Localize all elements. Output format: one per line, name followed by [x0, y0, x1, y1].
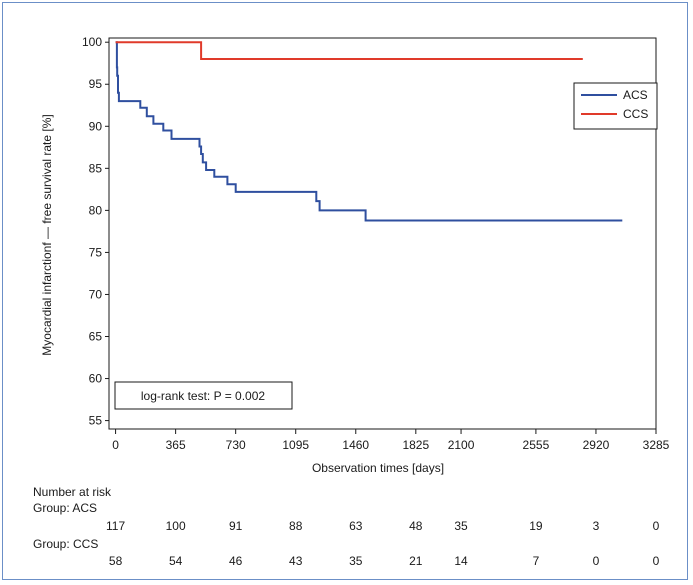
risk-value: 91 — [228, 519, 243, 533]
y-tick-label: 55 — [89, 414, 103, 428]
risk-value: 0 — [652, 554, 660, 568]
risk-value: 35 — [349, 554, 363, 568]
figure-frame: 55 60 65 70 75 80 85 90 95 100 0 365 730 1095 1460 182… — [2, 2, 688, 580]
risk-value: 88 — [289, 519, 303, 533]
x-tick-label: 730 — [226, 438, 246, 452]
plot-area — [108, 37, 657, 430]
risk-group-label-ccs: Group: CCS — [33, 537, 99, 551]
risk-value: 54 — [168, 554, 183, 568]
risk-value: 7 — [532, 554, 540, 568]
risk-value: 63 — [349, 519, 363, 533]
annotation-box: log-rank test: P = 0.002 — [114, 381, 293, 410]
legend-label-acs: ACS — [623, 88, 648, 102]
y-tick-label: 85 — [89, 161, 103, 175]
risk-value: 100 — [165, 519, 186, 533]
risk-value: 14 — [454, 554, 468, 568]
risk-value: 48 — [409, 519, 423, 533]
risk-value: 19 — [529, 519, 543, 533]
y-tick-label: 100 — [82, 35, 102, 49]
x-tick-label: 1095 — [282, 438, 309, 452]
risk-value: 58 — [108, 554, 123, 568]
x-tick-label: 0 — [112, 438, 119, 452]
risk-value: 0 — [652, 519, 660, 533]
y-tick-label: 80 — [89, 203, 103, 217]
annotation-text: log-rank test: P = 0.002 — [141, 389, 266, 403]
risk-value: 35 — [454, 519, 468, 533]
risk-value: 0 — [592, 554, 600, 568]
series-group — [115, 41, 623, 222]
risk-value: 43 — [289, 554, 303, 568]
x-tick-label: 3285 — [643, 438, 670, 452]
series-line-acs — [115, 41, 623, 222]
y-axis: 55 60 65 70 75 80 85 90 95 100 — [82, 35, 109, 428]
risk-table-title: Number at risk — [33, 485, 112, 499]
x-tick-label: 2920 — [583, 438, 610, 452]
x-tick-label: 2100 — [448, 438, 475, 452]
series-line-ccs — [115, 41, 583, 60]
legend-box — [573, 82, 658, 130]
legend-label-ccs: CCS — [623, 107, 648, 121]
y-tick-label: 60 — [89, 372, 103, 386]
risk-value: 3 — [592, 519, 600, 533]
risk-value: 21 — [409, 554, 423, 568]
annotation-frame — [114, 381, 293, 410]
y-tick-label: 70 — [89, 287, 103, 301]
risk-value: 117 — [106, 519, 126, 533]
x-axis-title: Observation times [days] — [312, 461, 444, 475]
x-tick-label: 2555 — [523, 438, 550, 452]
x-tick-label: 365 — [166, 438, 186, 452]
risk-value: 46 — [228, 554, 243, 568]
x-axis: 0 365 730 1095 1460 1825 2100 2555 2920 3285 — [112, 429, 670, 452]
y-tick-label: 75 — [89, 245, 103, 259]
legend: ACS CCS — [573, 82, 658, 130]
x-tick-label: 1460 — [342, 438, 369, 452]
risk-group-label-acs: Group: ACS — [33, 501, 98, 515]
y-tick-label: 95 — [89, 77, 103, 91]
y-tick-label: 90 — [89, 119, 103, 133]
y-tick-label: 65 — [89, 330, 103, 344]
x-tick-label: 1825 — [402, 438, 429, 452]
y-axis-title: Myocardial infarctionf — free survival r… — [40, 114, 54, 355]
survival-chart: 55 60 65 70 75 80 85 90 95 100 0 365 730 1095 1460 182… — [40, 35, 670, 475]
